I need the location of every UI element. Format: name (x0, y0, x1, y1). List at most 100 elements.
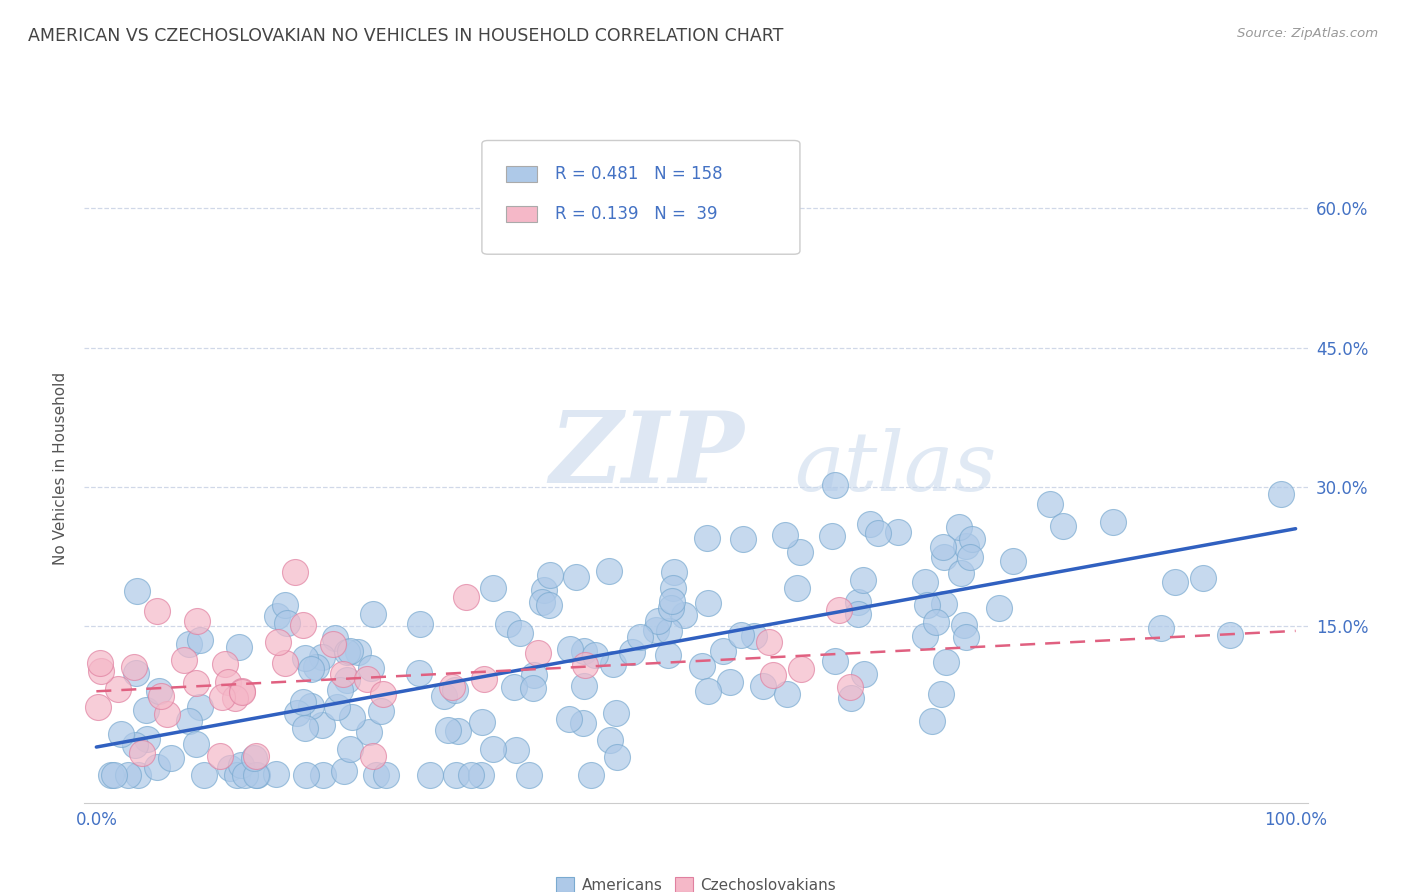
Point (444, 768, 467, 782)
Point (179, 714, 201, 728)
Point (87, 700, 110, 714)
Point (564, 569, 586, 583)
Point (776, 687, 799, 701)
Point (340, 710, 363, 724)
Point (953, 618, 976, 632)
Point (917, 599, 939, 613)
Point (697, 596, 720, 610)
Point (460, 768, 482, 782)
Point (440, 680, 463, 694)
Point (332, 667, 354, 681)
Point (558, 641, 581, 656)
Text: R = 0.481   N = 158: R = 0.481 N = 158 (555, 165, 723, 183)
Point (193, 768, 215, 782)
Point (135, 703, 157, 717)
Point (581, 768, 603, 782)
Point (149, 690, 172, 704)
Point (482, 742, 505, 756)
Point (408, 665, 430, 680)
Point (531, 594, 554, 608)
Point (311, 717, 333, 731)
Point (125, 666, 148, 681)
Point (533, 582, 555, 597)
Point (245, 768, 267, 782)
Point (820, 529, 842, 543)
Text: ZIP: ZIP (550, 407, 744, 503)
Point (214, 657, 236, 671)
Point (789, 544, 811, 558)
Point (1002, 554, 1025, 568)
Point (731, 533, 754, 547)
Point (359, 725, 381, 739)
Point (294, 768, 316, 782)
Point (299, 662, 322, 676)
Point (370, 704, 392, 718)
Point (336, 645, 359, 659)
Point (949, 566, 972, 581)
Point (188, 700, 211, 714)
Point (661, 594, 683, 608)
Point (284, 566, 307, 580)
Point (276, 615, 298, 630)
Point (846, 607, 869, 622)
Point (502, 680, 524, 694)
Point (1164, 575, 1187, 590)
Legend: Americans, Czechoslovakians: Americans, Czechoslovakians (550, 871, 842, 892)
Point (929, 687, 952, 701)
Point (773, 528, 796, 542)
Bar (506, 166, 537, 182)
Text: AMERICAN VS CZECHOSLOVAKIAN NO VEHICLES IN HOUSEHOLD CORRELATION CHART: AMERICAN VS CZECHOSLOVAKIAN NO VEHICLES … (28, 27, 783, 45)
Point (243, 750, 266, 764)
Point (231, 758, 253, 772)
Point (273, 598, 295, 612)
FancyBboxPatch shape (482, 141, 800, 254)
Point (437, 723, 460, 737)
Point (179, 637, 201, 651)
Point (219, 761, 242, 775)
Point (291, 695, 314, 709)
Point (761, 668, 783, 682)
Y-axis label: No Vehicles in Household: No Vehicles in Household (53, 372, 69, 565)
Point (299, 699, 322, 714)
Point (1052, 519, 1074, 533)
Point (103, 768, 125, 782)
Point (647, 614, 669, 628)
Point (509, 626, 531, 640)
Point (914, 629, 936, 643)
Point (505, 743, 527, 757)
Point (932, 540, 955, 554)
Point (159, 751, 181, 765)
Point (311, 650, 333, 665)
Text: R = 0.139   N =  39: R = 0.139 N = 39 (555, 205, 718, 223)
Point (932, 597, 955, 611)
Point (962, 532, 984, 546)
Point (527, 646, 550, 660)
Point (231, 683, 253, 698)
Point (664, 565, 686, 579)
Point (224, 690, 246, 705)
Point (742, 629, 765, 643)
Point (107, 681, 129, 696)
Point (274, 656, 297, 670)
Point (839, 691, 862, 706)
Point (935, 655, 957, 669)
Point (339, 741, 361, 756)
Point (925, 615, 948, 629)
Point (447, 724, 470, 739)
Point (853, 666, 876, 681)
Point (472, 672, 495, 686)
Point (432, 689, 454, 703)
Point (673, 607, 696, 622)
Text: Source: ZipAtlas.com: Source: ZipAtlas.com (1237, 27, 1378, 40)
Point (948, 519, 970, 533)
Point (117, 768, 139, 782)
Point (538, 567, 561, 582)
Point (838, 681, 860, 695)
Point (537, 598, 560, 612)
Point (1149, 621, 1171, 635)
Point (375, 768, 398, 782)
Point (598, 564, 620, 578)
Point (156, 706, 179, 721)
Point (828, 603, 851, 617)
Point (628, 630, 651, 644)
